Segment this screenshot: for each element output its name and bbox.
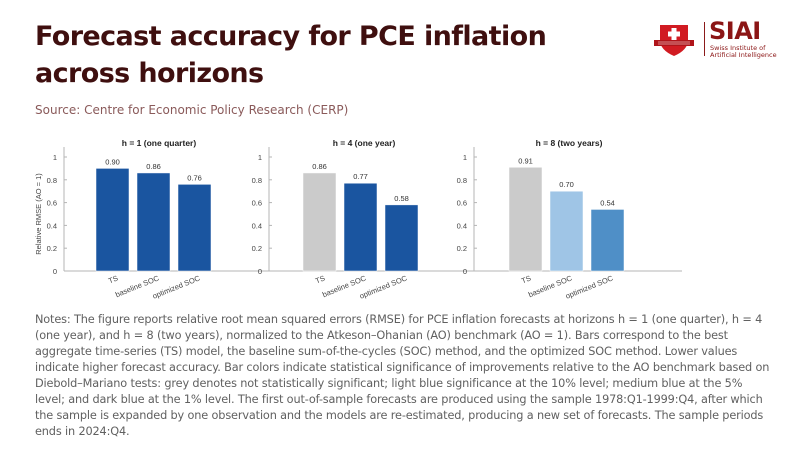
y-axis-label: Relative RMSE (AO = 1) bbox=[34, 173, 43, 255]
bar-value-label: 0.58 bbox=[394, 194, 409, 203]
bar-value-label: 0.77 bbox=[353, 172, 368, 181]
bar-ts bbox=[508, 167, 543, 272]
chart-title: h = 1 (one quarter) bbox=[122, 138, 197, 148]
y-tick-label: 0.2 bbox=[457, 244, 467, 253]
y-tick-label: 0.6 bbox=[457, 199, 467, 208]
bar-value-label: 0.90 bbox=[105, 157, 120, 166]
figure-notes: Notes: The figure reports relative root … bbox=[35, 313, 770, 438]
y-tick-label: 0 bbox=[53, 267, 57, 276]
bar-optimized-soc bbox=[177, 184, 212, 272]
x-tick-label: optimized SOC bbox=[358, 273, 409, 300]
y-tick-label: 0.6 bbox=[252, 199, 262, 208]
bar-ts bbox=[302, 172, 337, 272]
logo-name: SIAI bbox=[709, 17, 761, 45]
siai-logo[interactable]: SIAI Swiss Institute of Artificial Intel… bbox=[648, 17, 788, 60]
chart-title: h = 4 (one year) bbox=[333, 138, 396, 148]
bar-charts: h = 1 (one quarter) 0 0.2 0.4 0.6 0.8 1 Relativ… bbox=[34, 138, 682, 301]
bar-ts bbox=[95, 168, 130, 272]
y-tick-label: 0.8 bbox=[47, 176, 57, 185]
x-tick-label: TS bbox=[107, 274, 119, 286]
bar-baseline-soc bbox=[136, 172, 171, 272]
y-tick-label: 0.2 bbox=[47, 244, 57, 253]
y-tick-label: 0.4 bbox=[457, 221, 467, 230]
x-tick-label: TS bbox=[520, 274, 532, 286]
bar-value-label: 0.86 bbox=[312, 162, 327, 171]
swiss-cross-shield-icon bbox=[654, 25, 694, 56]
bar-optimized-soc bbox=[590, 209, 625, 272]
bar-value-label: 0.70 bbox=[559, 180, 574, 189]
logo-subtitle-line1: Swiss Institute of bbox=[710, 44, 766, 52]
y-tick-label: 0 bbox=[258, 267, 262, 276]
y-tick-label: 0.2 bbox=[252, 244, 262, 253]
y-tick-label: 1 bbox=[53, 153, 57, 162]
page-title: Forecast accuracy for PCE inflation acro… bbox=[35, 21, 547, 89]
y-tick-label: 0.6 bbox=[47, 199, 57, 208]
bar-value-label: 0.91 bbox=[518, 156, 533, 165]
bar-baseline-soc bbox=[549, 190, 584, 272]
y-tick-label: 0.4 bbox=[252, 221, 262, 230]
chart-title: h = 8 (two years) bbox=[536, 138, 603, 148]
charts-area: h = 1 (one quarter) 0 0.2 0.4 0.6 0.8 1 Relativ… bbox=[0, 135, 800, 310]
y-tick-label: 0.8 bbox=[252, 176, 262, 185]
y-tick-label: 0 bbox=[463, 267, 467, 276]
bar-optimized-soc bbox=[384, 204, 419, 272]
logo-separator bbox=[704, 22, 705, 56]
bar-value-label: 0.54 bbox=[600, 198, 615, 207]
logo-subtitle: Swiss Institute of Artificial Intelligen… bbox=[710, 45, 777, 59]
x-tick-label: optimized SOC bbox=[151, 273, 202, 300]
y-tick-label: 1 bbox=[258, 153, 262, 162]
y-tick-label: 1 bbox=[463, 153, 467, 162]
bar-value-label: 0.86 bbox=[146, 162, 161, 171]
bar-value-label: 0.76 bbox=[187, 173, 202, 182]
logo-subtitle-line2: Artificial Intelligence bbox=[710, 51, 777, 59]
y-tick-label: 0.4 bbox=[47, 221, 57, 230]
x-tick-label: TS bbox=[314, 274, 326, 286]
x-tick-label: optimized SOC bbox=[564, 273, 615, 300]
bar-baseline-soc bbox=[343, 182, 378, 272]
source-line: Source: Centre for Economic Policy Resea… bbox=[35, 103, 349, 117]
y-tick-label: 0.8 bbox=[457, 176, 467, 185]
